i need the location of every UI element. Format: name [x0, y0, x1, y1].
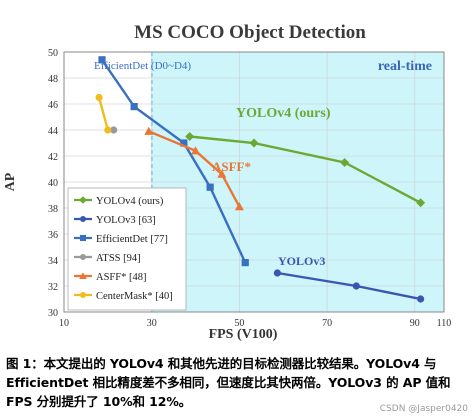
chart: MS COCO Object Detection real-time 30 32 34… [3, 22, 451, 342]
series-annotation: EfficientDet (D0~D4) [94, 60, 191, 72]
y-tick-label: 36 [48, 230, 58, 241]
series-annotation: YOLOv4 (ours) [236, 106, 331, 121]
watermark: CSDN @Jasper0420 [379, 404, 468, 414]
x-tick-label: 10 [59, 318, 69, 329]
x-tick-label: 30 [147, 318, 157, 329]
y-tick-label: 50 [48, 48, 58, 59]
series-line [189, 135, 422, 204]
y-tick-label: 46 [48, 100, 58, 111]
x-tick-label: 50 [234, 318, 244, 329]
data-point [234, 202, 244, 211]
figure-caption: 图 1：本文提出的 YOLOv4 和其他先进的目标检测器比较结果。YOLOv4 … [6, 356, 451, 409]
series-line [148, 130, 241, 208]
series-annotation: YOLOv3 [278, 254, 325, 268]
y-tick-label: 44 [48, 126, 58, 137]
y-tick-label: 30 [48, 308, 58, 319]
realtime-label: real-time [378, 59, 432, 74]
y-tick-label: 48 [48, 74, 58, 85]
legend-swatch-marker [79, 272, 87, 280]
y-tick-label: 40 [48, 178, 58, 189]
data-point [417, 295, 425, 303]
data-point [144, 126, 154, 135]
y-axis-label: AP [3, 172, 18, 191]
legend-swatch-marker [79, 196, 87, 204]
legend-entry: CenterMask* [40] [96, 291, 173, 302]
y-tick-label: 34 [48, 256, 58, 267]
data-point [130, 103, 138, 111]
x-axis-label: FPS (V100) [209, 327, 278, 342]
legend-swatch-marker [79, 253, 87, 261]
data-point [206, 183, 214, 191]
legend [67, 187, 187, 311]
legend-entry: ATSS [94] [96, 253, 141, 264]
data-point [217, 169, 227, 178]
legend-entry: YOLOv4 (ours) [96, 196, 164, 207]
x-tick-label: 90 [410, 318, 420, 329]
data-point [352, 282, 360, 290]
plot-frame [63, 51, 445, 313]
legend-entry: EfficientDet [77] [96, 234, 168, 245]
x-tick-label: 70 [322, 318, 332, 329]
data-point [273, 269, 281, 277]
data-point [95, 93, 103, 102]
data-point [185, 132, 195, 141]
data-point [340, 158, 350, 167]
data-point [110, 126, 118, 134]
data-point [104, 126, 112, 134]
data-point [416, 198, 426, 208]
data-point [180, 139, 188, 147]
y-tick-label: 42 [48, 152, 58, 163]
x-tick-label: 110 [437, 318, 452, 329]
series-line [97, 97, 110, 131]
data-point [98, 56, 106, 64]
data-point [241, 259, 249, 267]
chart-title: MS COCO Object Detection [134, 22, 366, 43]
y-tick-label: 32 [48, 282, 58, 293]
data-point [191, 146, 201, 155]
legend-swatch-marker [79, 291, 87, 299]
legend-entry: ASFF* [48] [96, 272, 146, 283]
y-tick-label: 38 [48, 204, 58, 215]
legend-swatch-marker [79, 234, 87, 242]
legend-entry: YOLOv3 [63] [96, 215, 156, 226]
series-annotation: ASFF* [212, 159, 251, 174]
legend-swatch-marker [79, 215, 87, 223]
data-point [249, 138, 259, 148]
